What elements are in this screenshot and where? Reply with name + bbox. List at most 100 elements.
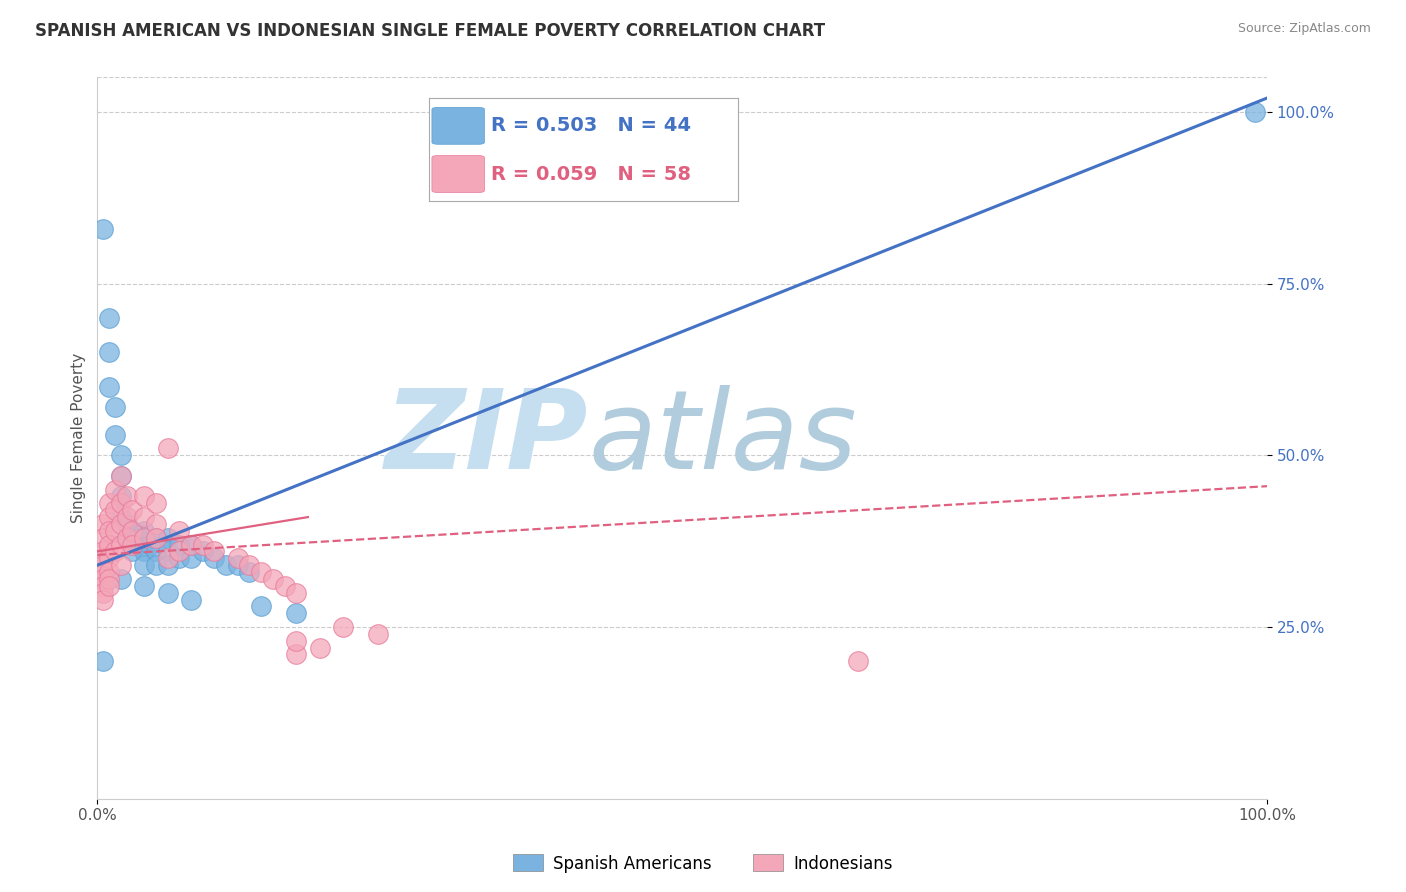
Point [110, 469, 132, 483]
Point [238, 565, 260, 579]
Point [104, 544, 127, 558]
Point [134, 510, 156, 524]
Text: atlas: atlas [589, 384, 858, 491]
Point [308, 640, 330, 655]
FancyBboxPatch shape [432, 107, 485, 145]
Point [115, 531, 138, 545]
Point [145, 531, 167, 545]
Point [285, 633, 308, 648]
Legend: Spanish Americans, Indonesians: Spanish Americans, Indonesians [506, 847, 900, 880]
Point [104, 483, 127, 497]
Point [91, 544, 114, 558]
FancyBboxPatch shape [432, 155, 485, 193]
Point [91, 654, 114, 668]
Point [110, 448, 132, 462]
Point [127, 531, 149, 545]
Point [215, 558, 238, 573]
Point [191, 538, 214, 552]
Point [91, 558, 114, 573]
Point [127, 538, 149, 552]
Point [167, 538, 190, 552]
Point [156, 531, 179, 545]
Point [104, 524, 127, 538]
Y-axis label: Single Female Poverty: Single Female Poverty [72, 353, 86, 524]
Point [226, 551, 249, 566]
Point [156, 551, 179, 566]
Point [191, 544, 214, 558]
Point [91, 585, 114, 599]
Text: R = 0.059   N = 58: R = 0.059 N = 58 [491, 164, 690, 184]
Point [98, 579, 121, 593]
Point [121, 524, 143, 538]
Point [110, 490, 132, 504]
Point [91, 551, 114, 566]
Point [167, 544, 190, 558]
Point [134, 531, 156, 545]
Point [156, 544, 179, 558]
Point [145, 558, 167, 573]
Point [134, 558, 156, 573]
Point [110, 469, 132, 483]
Point [98, 572, 121, 586]
Point [91, 531, 114, 545]
Point [121, 503, 143, 517]
Point [110, 496, 132, 510]
Point [202, 544, 225, 558]
Point [139, 538, 162, 552]
Point [91, 592, 114, 607]
Point [180, 538, 202, 552]
Point [98, 524, 121, 538]
Point [91, 221, 114, 235]
Point [367, 627, 389, 641]
Point [104, 427, 127, 442]
Point [134, 544, 156, 558]
Point [115, 531, 138, 545]
Point [250, 565, 273, 579]
Text: R = 0.503   N = 44: R = 0.503 N = 44 [491, 116, 690, 136]
Point [332, 620, 354, 634]
Point [145, 516, 167, 531]
Point [285, 607, 308, 621]
Point [104, 503, 127, 517]
Point [91, 579, 114, 593]
Point [110, 558, 132, 573]
Point [110, 538, 132, 552]
Point [91, 572, 114, 586]
Point [121, 544, 143, 558]
Point [156, 585, 179, 599]
Point [250, 599, 273, 614]
Text: SPANISH AMERICAN VS INDONESIAN SINGLE FEMALE POVERTY CORRELATION CHART: SPANISH AMERICAN VS INDONESIAN SINGLE FE… [35, 22, 825, 40]
Point [846, 654, 869, 668]
Point [285, 648, 308, 662]
Point [98, 310, 121, 325]
Point [98, 496, 121, 510]
Point [104, 400, 127, 414]
Point [115, 490, 138, 504]
Point [167, 524, 190, 538]
Point [145, 496, 167, 510]
Point [167, 551, 190, 566]
Point [110, 510, 132, 524]
Point [156, 442, 179, 456]
Point [180, 592, 202, 607]
Point [202, 551, 225, 566]
Point [273, 579, 295, 593]
Point [98, 379, 121, 393]
Point [115, 510, 138, 524]
Point [110, 516, 132, 531]
Point [121, 538, 143, 552]
Point [238, 558, 260, 573]
Point [262, 572, 284, 586]
Point [156, 558, 179, 573]
Point [1244, 104, 1267, 119]
Point [145, 531, 167, 545]
Point [134, 490, 156, 504]
Point [226, 558, 249, 573]
Point [180, 551, 202, 566]
Point [91, 565, 114, 579]
Point [134, 579, 156, 593]
Point [134, 524, 156, 538]
Point [145, 544, 167, 558]
Point [115, 516, 138, 531]
Point [98, 551, 121, 566]
